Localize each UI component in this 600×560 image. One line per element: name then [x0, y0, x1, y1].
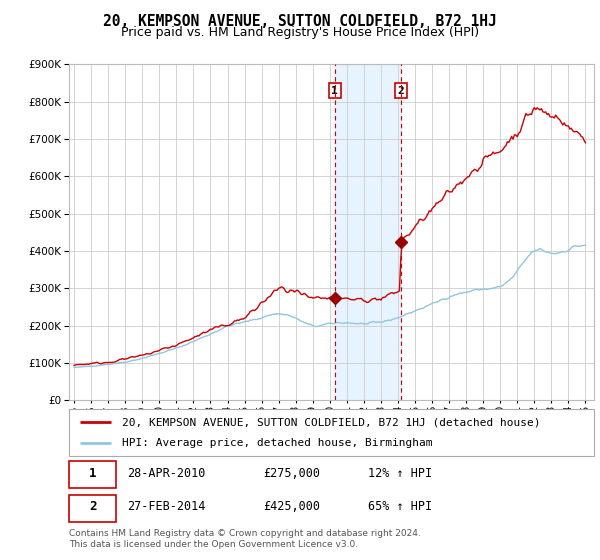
Text: 2: 2	[89, 500, 97, 514]
Text: 1: 1	[89, 467, 97, 480]
Text: HPI: Average price, detached house, Birmingham: HPI: Average price, detached house, Birm…	[121, 438, 432, 448]
Text: Price paid vs. HM Land Registry's House Price Index (HPI): Price paid vs. HM Land Registry's House …	[121, 26, 479, 39]
Text: 20, KEMPSON AVENUE, SUTTON COLDFIELD, B72 1HJ: 20, KEMPSON AVENUE, SUTTON COLDFIELD, B7…	[103, 14, 497, 29]
Text: 1: 1	[331, 86, 338, 96]
FancyBboxPatch shape	[69, 461, 116, 488]
Text: 12% ↑ HPI: 12% ↑ HPI	[368, 467, 433, 480]
FancyBboxPatch shape	[69, 409, 594, 456]
Text: 27-FEB-2014: 27-FEB-2014	[127, 500, 205, 514]
FancyBboxPatch shape	[69, 494, 116, 522]
Text: £425,000: £425,000	[263, 500, 320, 514]
Text: 2: 2	[397, 86, 404, 96]
Text: 20, KEMPSON AVENUE, SUTTON COLDFIELD, B72 1HJ (detached house): 20, KEMPSON AVENUE, SUTTON COLDFIELD, B7…	[121, 417, 540, 427]
Text: Contains HM Land Registry data © Crown copyright and database right 2024.
This d: Contains HM Land Registry data © Crown c…	[69, 529, 421, 549]
Text: 65% ↑ HPI: 65% ↑ HPI	[368, 500, 433, 514]
Text: 28-APR-2010: 28-APR-2010	[127, 467, 205, 480]
Bar	[335, 64, 401, 400]
Text: £275,000: £275,000	[263, 467, 320, 480]
